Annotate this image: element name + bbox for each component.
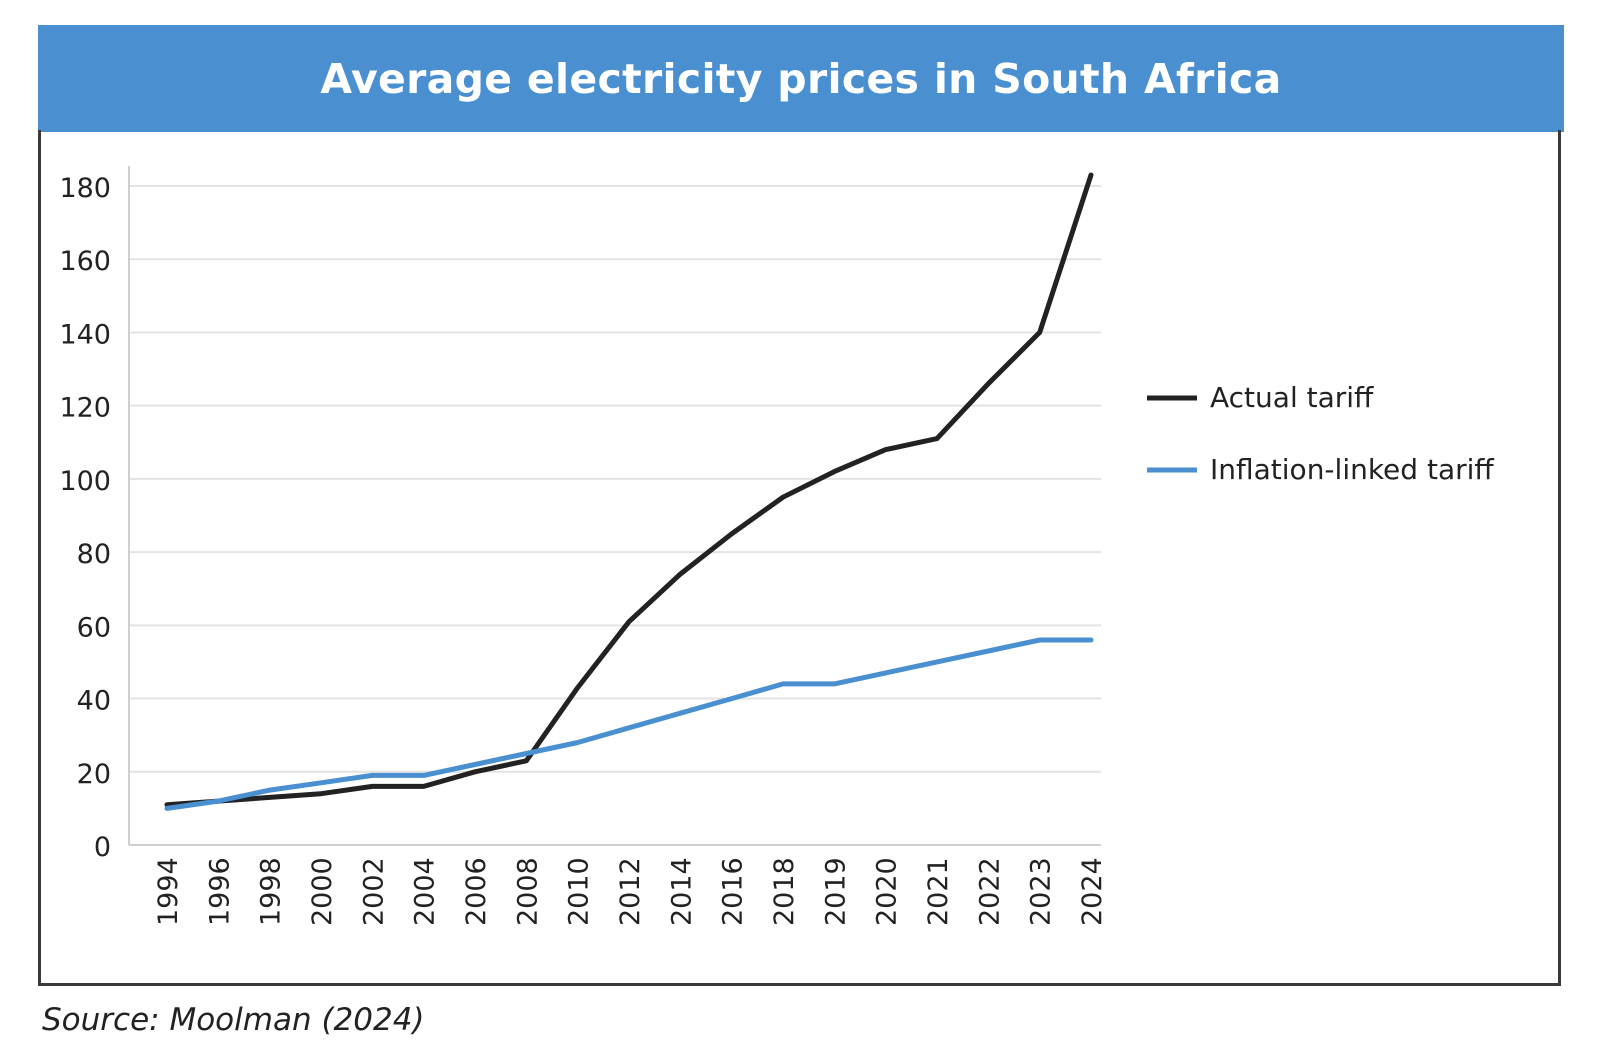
y-tick-label: 40 bbox=[77, 686, 111, 717]
x-tick-label: 1994 bbox=[153, 857, 184, 926]
x-tick-label: 2022 bbox=[974, 857, 1005, 926]
chart-frame bbox=[38, 130, 1561, 986]
legend-label: Actual tariff bbox=[1210, 381, 1374, 414]
x-tick-label: 1996 bbox=[204, 857, 235, 926]
y-tick-label: 80 bbox=[77, 539, 111, 570]
chart-title: Average electricity prices in South Afri… bbox=[320, 54, 1282, 103]
y-tick-label: 140 bbox=[59, 319, 111, 350]
x-tick-label: 2014 bbox=[666, 857, 697, 926]
x-tick-label: 1998 bbox=[256, 857, 287, 926]
y-tick-label: 160 bbox=[59, 246, 111, 277]
x-tick-label: 2016 bbox=[718, 857, 749, 926]
y-tick-label: 100 bbox=[59, 466, 111, 497]
x-tick-label: 2020 bbox=[872, 857, 903, 926]
x-tick-label: 2010 bbox=[564, 857, 595, 926]
x-tick-label: 2021 bbox=[923, 857, 954, 926]
y-tick-labels: 0 20 40 60 80 100 120 140 160 180 bbox=[59, 173, 111, 863]
x-tick-label: 2004 bbox=[410, 857, 441, 926]
legend: Actual tariff Inflation-linked tariff bbox=[1147, 381, 1494, 486]
series-line-actual-tariff bbox=[164, 172, 1094, 808]
x-tick-label: 2006 bbox=[461, 857, 492, 926]
series-line-inflation-linked-tariff bbox=[164, 637, 1094, 811]
gridlines bbox=[129, 185, 1101, 773]
x-tick-label: 2002 bbox=[358, 857, 389, 926]
y-tick-label: 20 bbox=[77, 759, 111, 790]
x-tick-label: 2012 bbox=[615, 857, 646, 926]
chart-title-bar: Average electricity prices in South Afri… bbox=[38, 25, 1564, 132]
source-caption: Source: Moolman (2024) bbox=[42, 1002, 425, 1038]
y-tick-label: 0 bbox=[94, 832, 111, 863]
legend-label: Inflation-linked tariff bbox=[1210, 453, 1494, 486]
x-tick-label: 2023 bbox=[1026, 857, 1057, 926]
y-tick-label: 120 bbox=[59, 393, 111, 424]
x-tick-label: 2000 bbox=[307, 857, 338, 926]
x-tick-label: 2024 bbox=[1077, 857, 1108, 926]
x-tick-label: 2008 bbox=[512, 857, 543, 926]
y-tick-label: 60 bbox=[77, 612, 111, 643]
x-tick-label: 2018 bbox=[769, 857, 800, 926]
x-tick-label: 2019 bbox=[820, 857, 851, 926]
x-tick-labels: 1994 1996 1998 2000 2002 2004 2006 2008 2010 2012… bbox=[153, 857, 1108, 926]
y-tick-label: 180 bbox=[59, 173, 111, 204]
